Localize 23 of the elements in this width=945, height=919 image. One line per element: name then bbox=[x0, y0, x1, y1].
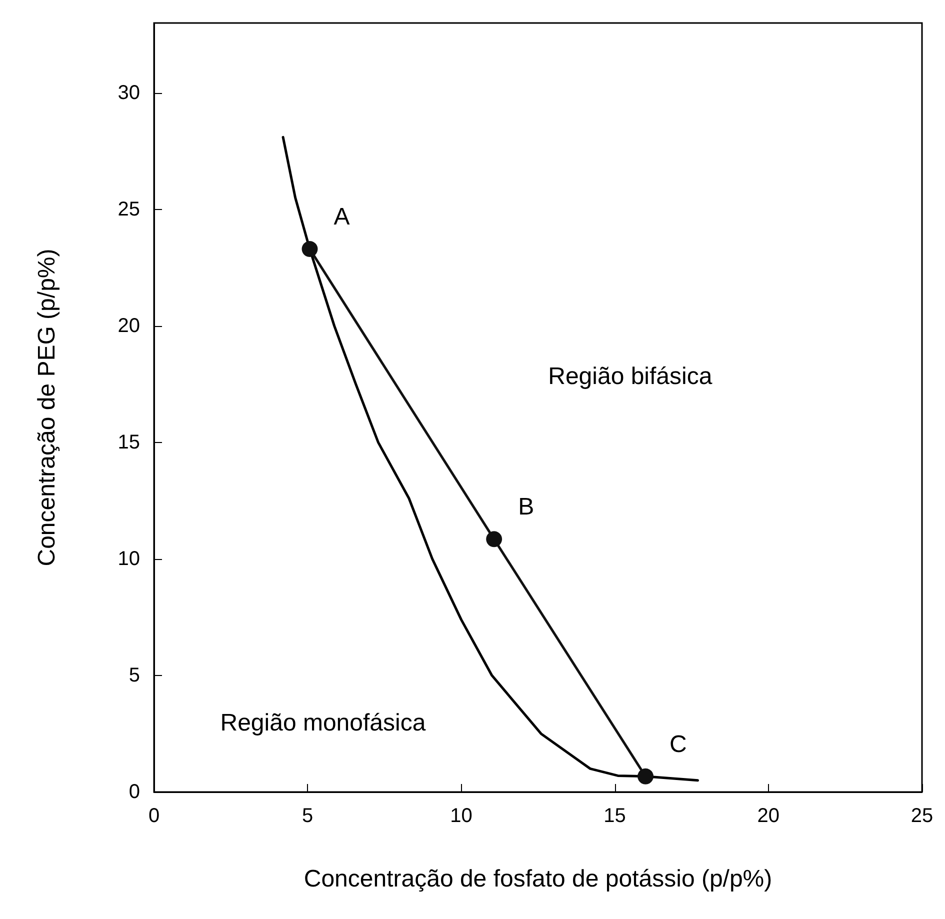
x-axis-title: Concentração de fosfato de potássio (p/p%) bbox=[304, 866, 772, 892]
x-tick-label: 5 bbox=[302, 805, 314, 827]
y-tick-label: 5 bbox=[128, 664, 140, 686]
data-label: B bbox=[518, 494, 534, 521]
annotation: Região bifásica bbox=[548, 363, 713, 390]
y-tick-label: 20 bbox=[118, 314, 140, 337]
point bbox=[302, 241, 318, 258]
x-tick-label: 10 bbox=[450, 805, 472, 827]
x-tick-label: 20 bbox=[757, 805, 780, 827]
y-tick-label: 25 bbox=[118, 198, 140, 220]
y-tick-label: 10 bbox=[118, 548, 140, 570]
data-label: C bbox=[670, 730, 687, 758]
point bbox=[638, 768, 654, 784]
point bbox=[486, 531, 502, 548]
x-tick-label: 0 bbox=[148, 805, 160, 827]
x-tick-label: 15 bbox=[604, 805, 626, 827]
y-tick-label: 0 bbox=[128, 781, 140, 803]
y-tick-label: 15 bbox=[118, 431, 140, 454]
y-tick-label: 30 bbox=[118, 82, 140, 104]
data-label: A bbox=[334, 204, 350, 231]
y-axis-title: Concentração de PEG (p/p%) bbox=[34, 248, 60, 566]
x-tick-label: 25 bbox=[910, 805, 934, 827]
annotation: Região monofásica bbox=[220, 709, 426, 736]
